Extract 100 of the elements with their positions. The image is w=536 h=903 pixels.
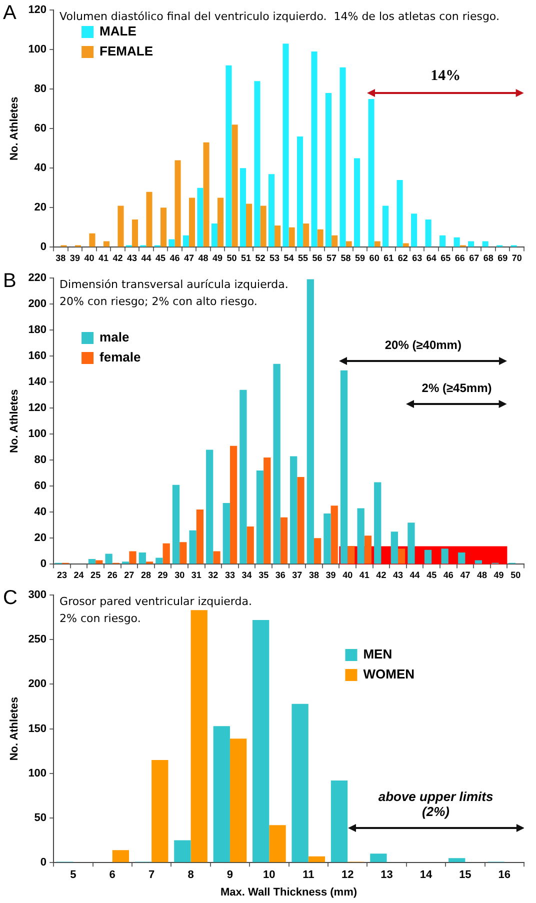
x-tick-label: 39 <box>70 253 80 264</box>
bar <box>152 760 168 862</box>
bar <box>246 204 252 247</box>
legend-label: male <box>100 330 130 345</box>
x-tick-label: 50 <box>226 253 237 264</box>
bar <box>297 477 304 564</box>
x-tick-label: 40 <box>342 570 353 580</box>
x-tick-label: 39 <box>326 570 336 580</box>
bar <box>217 198 224 247</box>
bar <box>398 548 406 564</box>
x-tick-label: 58 <box>340 253 351 264</box>
annotation: 20% (≥40mm) <box>384 338 462 353</box>
bar <box>168 239 175 247</box>
text: C <box>3 587 18 609</box>
x-tick-label: 62 <box>398 253 408 264</box>
x-tick-label: 47 <box>184 253 194 264</box>
x-tick-label: 24 <box>74 570 84 580</box>
bar <box>112 850 130 862</box>
x-tick-label: 41 <box>98 253 108 264</box>
bar <box>296 136 304 247</box>
x-tick-label: 12 <box>341 869 354 882</box>
bar <box>458 552 466 564</box>
bar <box>174 160 181 247</box>
chart-title: Dimensión transversal aurícula izquierda. <box>60 278 288 291</box>
bar <box>402 243 409 247</box>
bar <box>103 241 110 247</box>
y-tick-label: 140 <box>28 376 47 388</box>
y-tick-label: 20 <box>34 202 47 214</box>
chart-title: Grosor pared ventricular izquierda. <box>60 595 252 608</box>
bar <box>138 552 146 564</box>
x-tick-label: 38 <box>56 253 66 264</box>
x-tick-label: 48 <box>476 570 488 580</box>
x-tick-label: 33 <box>224 570 235 580</box>
y-tick-label: 200 <box>28 678 47 690</box>
x-tick-label: 14 <box>420 869 433 882</box>
bar <box>180 542 187 564</box>
bar <box>374 482 382 564</box>
x-tick-label: 68 <box>483 253 494 264</box>
x-tick-label: 53 <box>270 253 280 264</box>
bar <box>211 223 218 247</box>
y-tick-label: 40 <box>34 506 47 518</box>
bar <box>396 180 403 247</box>
x-tick-label: 67 <box>469 253 480 264</box>
y-tick-label: 100 <box>28 428 47 440</box>
x-tick-label: 60 <box>369 253 380 264</box>
annotation: 2% (≥45mm) <box>420 381 493 396</box>
y-tick-label: 250 <box>28 634 47 646</box>
x-tick-label: 8 <box>188 869 194 882</box>
x-tick-label: 50 <box>510 570 521 580</box>
x-tick-label: 56 <box>312 253 322 264</box>
y-axis-title: No. Athletes <box>8 696 21 761</box>
bar <box>424 550 432 564</box>
bar <box>425 220 432 247</box>
y-axis-title: No. Athletes <box>8 389 21 453</box>
annotation: 14% <box>430 68 462 86</box>
x-tick-label: 40 <box>84 253 94 264</box>
x-tick-label: 42 <box>112 253 123 264</box>
y-tick-label: 60 <box>34 122 47 135</box>
x-tick-label: 37 <box>292 570 302 580</box>
y-tick-label: 100 <box>28 767 47 780</box>
bar <box>206 450 214 564</box>
x-tick-label: 35 <box>258 570 269 580</box>
x-tick-label: 47 <box>460 570 470 580</box>
bar <box>105 554 112 564</box>
text: 20% con riesgo; 2% con alto riesgo. <box>60 295 258 308</box>
bar <box>160 208 167 247</box>
bar <box>340 67 346 247</box>
annotation: above upper limits (2%) <box>377 788 494 820</box>
bar <box>368 98 374 247</box>
x-tick-label: 38 <box>308 570 319 580</box>
y-tick-label: 0 <box>40 241 47 254</box>
bar <box>330 506 338 564</box>
bar <box>254 81 260 247</box>
x-tick-label: 6 <box>109 869 116 882</box>
y-tick-label: 20 <box>34 532 47 544</box>
bar <box>156 558 163 564</box>
bar <box>269 825 286 862</box>
bar <box>374 241 380 247</box>
bar <box>303 223 310 247</box>
bar <box>317 229 324 247</box>
bar <box>188 198 196 247</box>
bar <box>411 214 418 247</box>
x-tick-label: 44 <box>410 570 420 580</box>
bar <box>172 484 180 564</box>
bar <box>264 458 271 564</box>
x-tick-label: 15 <box>459 869 472 882</box>
y-tick-label: 100 <box>28 44 47 56</box>
bar <box>314 538 322 564</box>
x-tick-label: 63 <box>412 253 422 264</box>
x-tick-label: 42 <box>376 570 386 580</box>
x-tick-label: 52 <box>255 253 266 264</box>
text: A <box>3 2 17 24</box>
bar <box>346 241 352 247</box>
x-tick-label: 30 <box>174 570 185 580</box>
x-tick-label: 43 <box>392 570 403 580</box>
bar <box>226 65 232 247</box>
legend-label: MALE <box>100 24 137 39</box>
bar <box>162 543 170 564</box>
bar <box>468 241 474 247</box>
x-tick-label: 54 <box>284 253 294 264</box>
